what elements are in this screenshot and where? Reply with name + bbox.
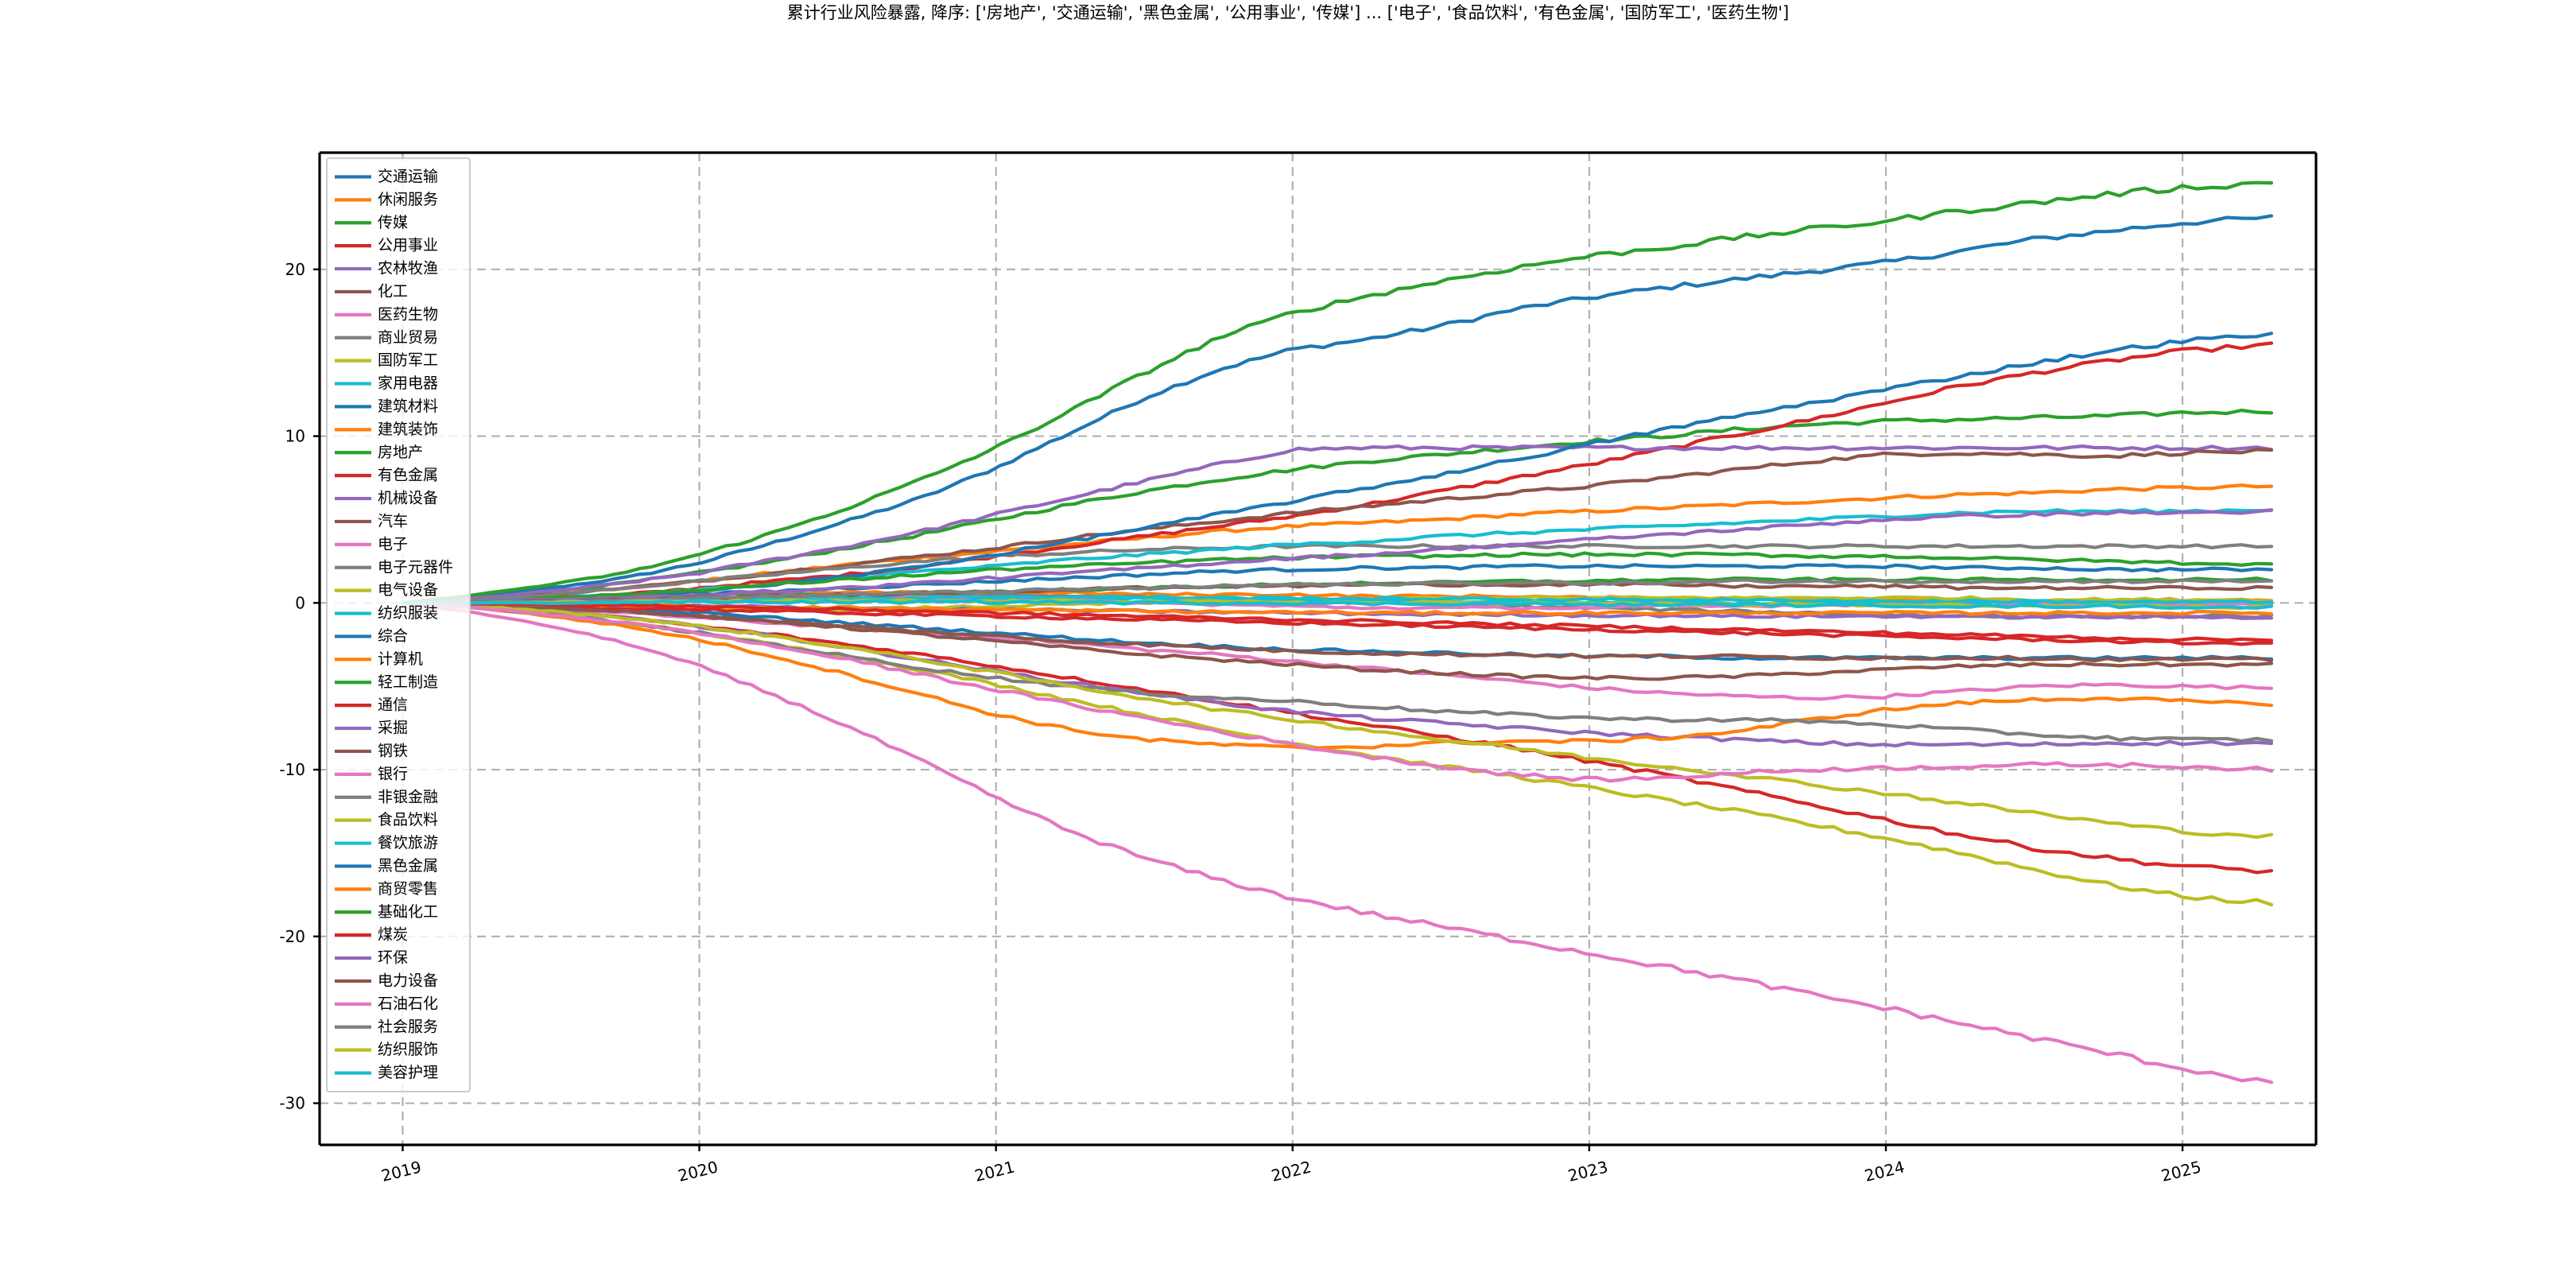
y-tick-label: 20 <box>285 260 305 279</box>
x-tick-label: 2025 <box>2159 1157 2203 1185</box>
legend-label: 国防军工 <box>378 351 438 369</box>
series-line <box>401 599 2274 611</box>
legend-label: 美容护理 <box>378 1064 438 1081</box>
y-tick-label: -20 <box>279 927 305 946</box>
series-line <box>401 332 2274 605</box>
series-line <box>401 444 2274 605</box>
legend-label: 综合 <box>378 627 408 645</box>
legend-label: 纺织服饰 <box>378 1041 438 1058</box>
series-line <box>401 601 2274 1084</box>
legend-label: 有色金属 <box>378 467 438 484</box>
legend-label: 化工 <box>378 282 408 300</box>
series-line <box>401 601 2274 661</box>
x-tick-label: 2021 <box>972 1157 1016 1185</box>
legend-label: 公用事业 <box>378 237 438 254</box>
x-tick-label: 2022 <box>1269 1157 1313 1185</box>
series-line <box>401 601 2274 840</box>
legend-label: 传媒 <box>378 214 408 231</box>
legend-label: 交通运输 <box>378 168 438 185</box>
series-line <box>401 601 2274 751</box>
legend-label: 银行 <box>378 765 408 782</box>
legend-label: 社会服务 <box>378 1018 438 1035</box>
legend-label: 电气设备 <box>378 581 438 599</box>
legend-label: 纺织服装 <box>378 604 438 622</box>
series-line <box>401 341 2274 605</box>
data-series-layer <box>401 180 2274 1084</box>
legend-label: 家用电器 <box>378 374 438 392</box>
legend-label: 建筑材料 <box>378 398 438 415</box>
legend-label: 石油石化 <box>378 995 438 1012</box>
legend-label: 建筑装饰 <box>378 421 438 438</box>
series-line <box>401 578 2274 605</box>
legend-label: 餐饮旅游 <box>378 834 438 852</box>
series-line <box>401 601 2274 663</box>
legend-label: 轻工制造 <box>378 673 438 691</box>
legend-label: 通信 <box>378 696 408 714</box>
legend-label: 计算机 <box>378 650 423 668</box>
legend-label: 非银金融 <box>378 788 438 805</box>
series-line <box>401 507 2274 605</box>
x-tick-label: 2020 <box>676 1157 720 1185</box>
series-line <box>401 601 2274 783</box>
legend-label: 商贸零售 <box>378 880 438 898</box>
legend-box <box>326 157 471 1092</box>
legend-label: 黑色金属 <box>378 857 438 875</box>
legend-label: 房地产 <box>378 444 423 461</box>
chart-legend[interactable]: 交通运输休闲服务传媒公用事业农林牧渔化工医药生物商业贸易国防军工家用电器建筑材料… <box>326 157 471 1092</box>
axis-spines <box>318 151 2318 1146</box>
legend-label: 医药生物 <box>378 305 438 323</box>
legend-label: 电子元器件 <box>378 558 453 576</box>
legend-label: 机械设备 <box>378 490 438 507</box>
legend-label: 休闲服务 <box>378 191 438 208</box>
legend-label: 农林牧渔 <box>378 260 438 277</box>
legend-label: 商业贸易 <box>378 328 438 346</box>
x-tick-label: 2023 <box>1566 1157 1610 1185</box>
series-line <box>401 214 2274 605</box>
series-line <box>401 601 2274 642</box>
legend-label: 食品饮料 <box>378 811 438 828</box>
y-tick-label: -10 <box>279 760 305 779</box>
x-tick-label: 2019 <box>379 1157 423 1185</box>
x-tick-label: 2024 <box>1863 1157 1907 1185</box>
legend-label: 钢铁 <box>378 742 408 759</box>
series-line <box>401 543 2274 605</box>
page-title: 累计行业风险暴露, 降序: ['房地产', '交通运输', '黑色金属', '公… <box>786 3 1790 22</box>
series-line <box>401 180 2274 605</box>
legend-label: 采掘 <box>378 720 408 737</box>
legend-label: 基础化工 <box>378 903 438 921</box>
legend-label: 环保 <box>378 949 408 967</box>
y-tick-label: 10 <box>285 427 305 446</box>
y-tick-label: -30 <box>279 1094 305 1113</box>
series-line <box>401 601 2274 646</box>
legend-label: 汽车 <box>378 512 408 530</box>
series-line <box>401 601 2274 875</box>
series-line <box>401 508 2274 605</box>
y-tick-label: 0 <box>295 593 305 612</box>
legend-label: 电力设备 <box>378 972 438 989</box>
legend-label: 煤炭 <box>378 926 408 944</box>
legend-label: 电子 <box>378 535 408 553</box>
